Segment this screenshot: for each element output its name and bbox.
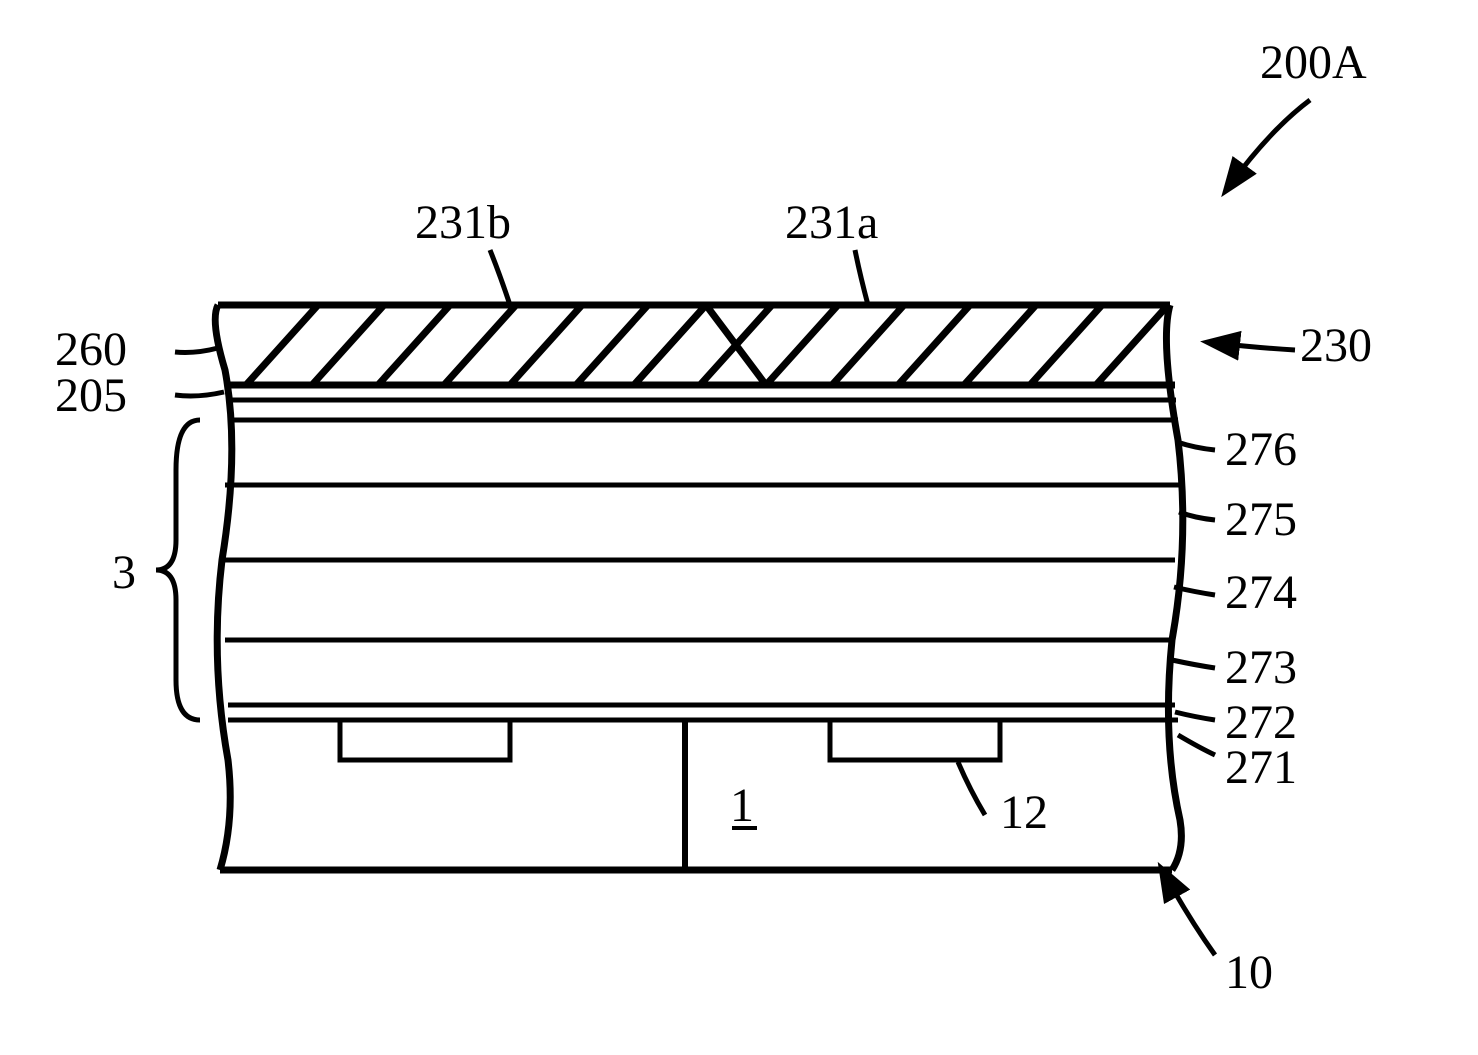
label-231a: 231a	[785, 195, 878, 250]
label-276: 276	[1225, 422, 1297, 477]
label-274: 274	[1225, 565, 1297, 620]
label-275: 275	[1225, 492, 1297, 547]
label-3: 3	[112, 545, 136, 600]
label-200a: 200A	[1260, 35, 1367, 90]
technical-diagram: 200A 231b 231a 260 205 3 230 276 275 274…	[0, 0, 1478, 1050]
label-271: 271	[1225, 740, 1297, 795]
label-231b: 231b	[415, 195, 511, 250]
label-205: 205	[55, 368, 127, 423]
label-230: 230	[1300, 318, 1372, 373]
label-1: 1	[730, 778, 754, 833]
label-273: 273	[1225, 640, 1297, 695]
label-10: 10	[1225, 945, 1273, 1000]
label-12: 12	[1000, 785, 1048, 840]
